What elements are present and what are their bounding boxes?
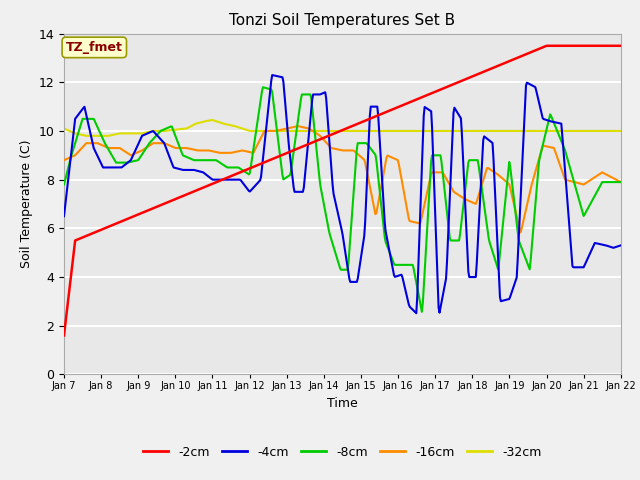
X-axis label: Time: Time: [327, 397, 358, 410]
Y-axis label: Soil Temperature (C): Soil Temperature (C): [20, 140, 33, 268]
Legend: -2cm, -4cm, -8cm, -16cm, -32cm: -2cm, -4cm, -8cm, -16cm, -32cm: [138, 441, 547, 464]
Title: Tonzi Soil Temperatures Set B: Tonzi Soil Temperatures Set B: [229, 13, 456, 28]
Text: TZ_fmet: TZ_fmet: [66, 41, 123, 54]
